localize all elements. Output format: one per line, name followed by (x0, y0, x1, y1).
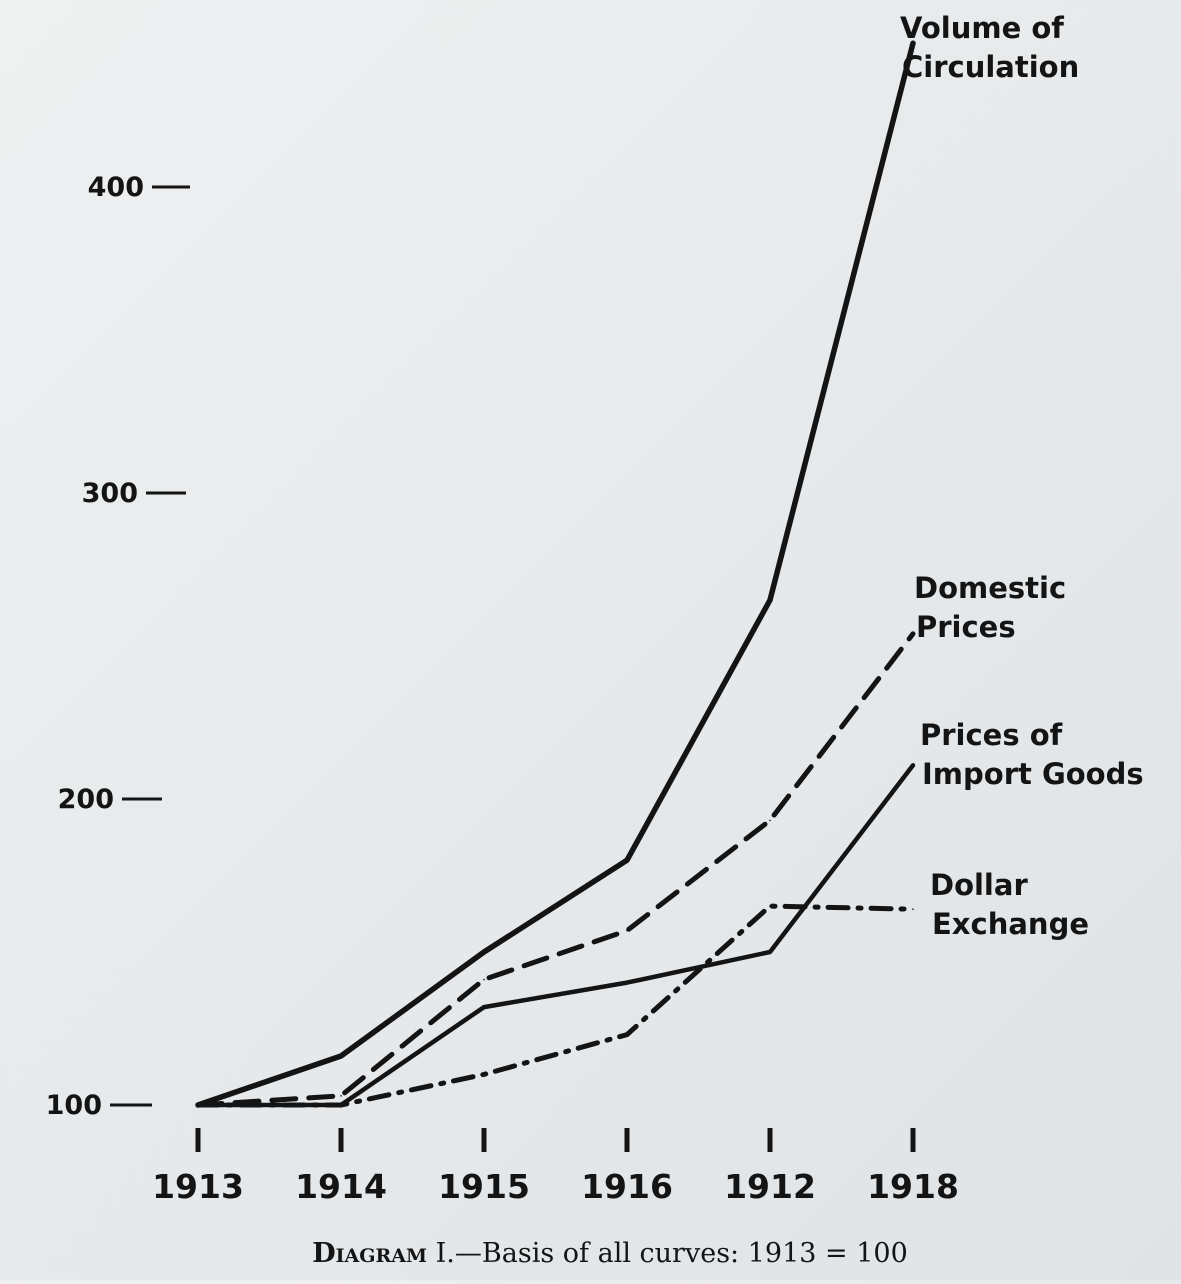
x-tick-label: 1914 (295, 1167, 387, 1206)
prices-of-import-goods-point (483, 1006, 485, 1008)
dollar-exchange-label-line-2: Exchange (932, 907, 1089, 941)
volume-of-circulation-line (195, 40, 916, 1108)
x-tick-label: 1916 (581, 1167, 673, 1206)
y-tick-label: 100 (46, 1090, 102, 1121)
volume-of-circulation-label-line-2: Circulation (902, 50, 1079, 84)
x-tick-label: 1915 (438, 1167, 530, 1206)
dollar-exchange-point (769, 905, 771, 907)
domestic-prices-point (626, 929, 628, 932)
domestic-prices-label-line-2: Prices (916, 610, 1016, 644)
domestic-prices-point (912, 632, 914, 635)
volume-of-circulation-label-line-1: Volume of (900, 11, 1064, 45)
volume-of-circulation-point (912, 42, 914, 44)
caption-rest: I.—Basis of all curves: 1913 = 100 (427, 1238, 908, 1269)
volume-of-circulation-point (340, 1055, 342, 1057)
prices-of-import-goods-point (626, 981, 628, 984)
x-axis: 1913 1914 1915 1916 1912 1918 (152, 1128, 959, 1206)
dollar-exchange-point (340, 1104, 342, 1106)
caption-prefix: Diagram (312, 1238, 427, 1269)
prices-of-import-goods-label-line-1: Prices of (920, 718, 1063, 752)
domestic-prices-line (195, 631, 916, 1108)
dollar-exchange-line (195, 903, 916, 1108)
volume-of-circulation-point (626, 859, 628, 861)
series-labels: Volume of Circulation Domestic Prices Prices… (900, 11, 1144, 941)
volume-of-circulation-point (769, 599, 771, 601)
domestic-prices-point (769, 819, 771, 822)
domestic-prices-label-line-1: Domestic (914, 571, 1066, 605)
x-tick-label: 1913 (152, 1167, 244, 1206)
dollar-exchange-point (483, 1073, 485, 1076)
series-lines (195, 40, 916, 1108)
x-tick-label: 1918 (867, 1167, 959, 1206)
domestic-prices-point (483, 978, 485, 981)
chart-caption: Diagram I.—Basis of all curves: 1913 = 1… (312, 1238, 908, 1269)
dollar-exchange-point (626, 1033, 628, 1036)
prices-of-import-goods-point (769, 951, 771, 953)
domestic-prices-point (340, 1095, 342, 1097)
y-axis: 100 200 300 400 (46, 172, 190, 1121)
y-tick-label: 400 (88, 172, 144, 203)
volume-of-circulation-point (483, 951, 485, 953)
x-tick-label: 1912 (724, 1167, 816, 1206)
y-tick-label: 200 (58, 784, 114, 815)
prices-of-import-goods-point (912, 764, 914, 767)
y-tick-label: 300 (82, 478, 138, 509)
dollar-exchange-point (197, 1104, 199, 1106)
dollar-exchange-label-line-1: Dollar (930, 868, 1028, 902)
prices-of-import-goods-label-line-2: Import Goods (922, 757, 1144, 791)
dollar-exchange-point (912, 908, 914, 910)
